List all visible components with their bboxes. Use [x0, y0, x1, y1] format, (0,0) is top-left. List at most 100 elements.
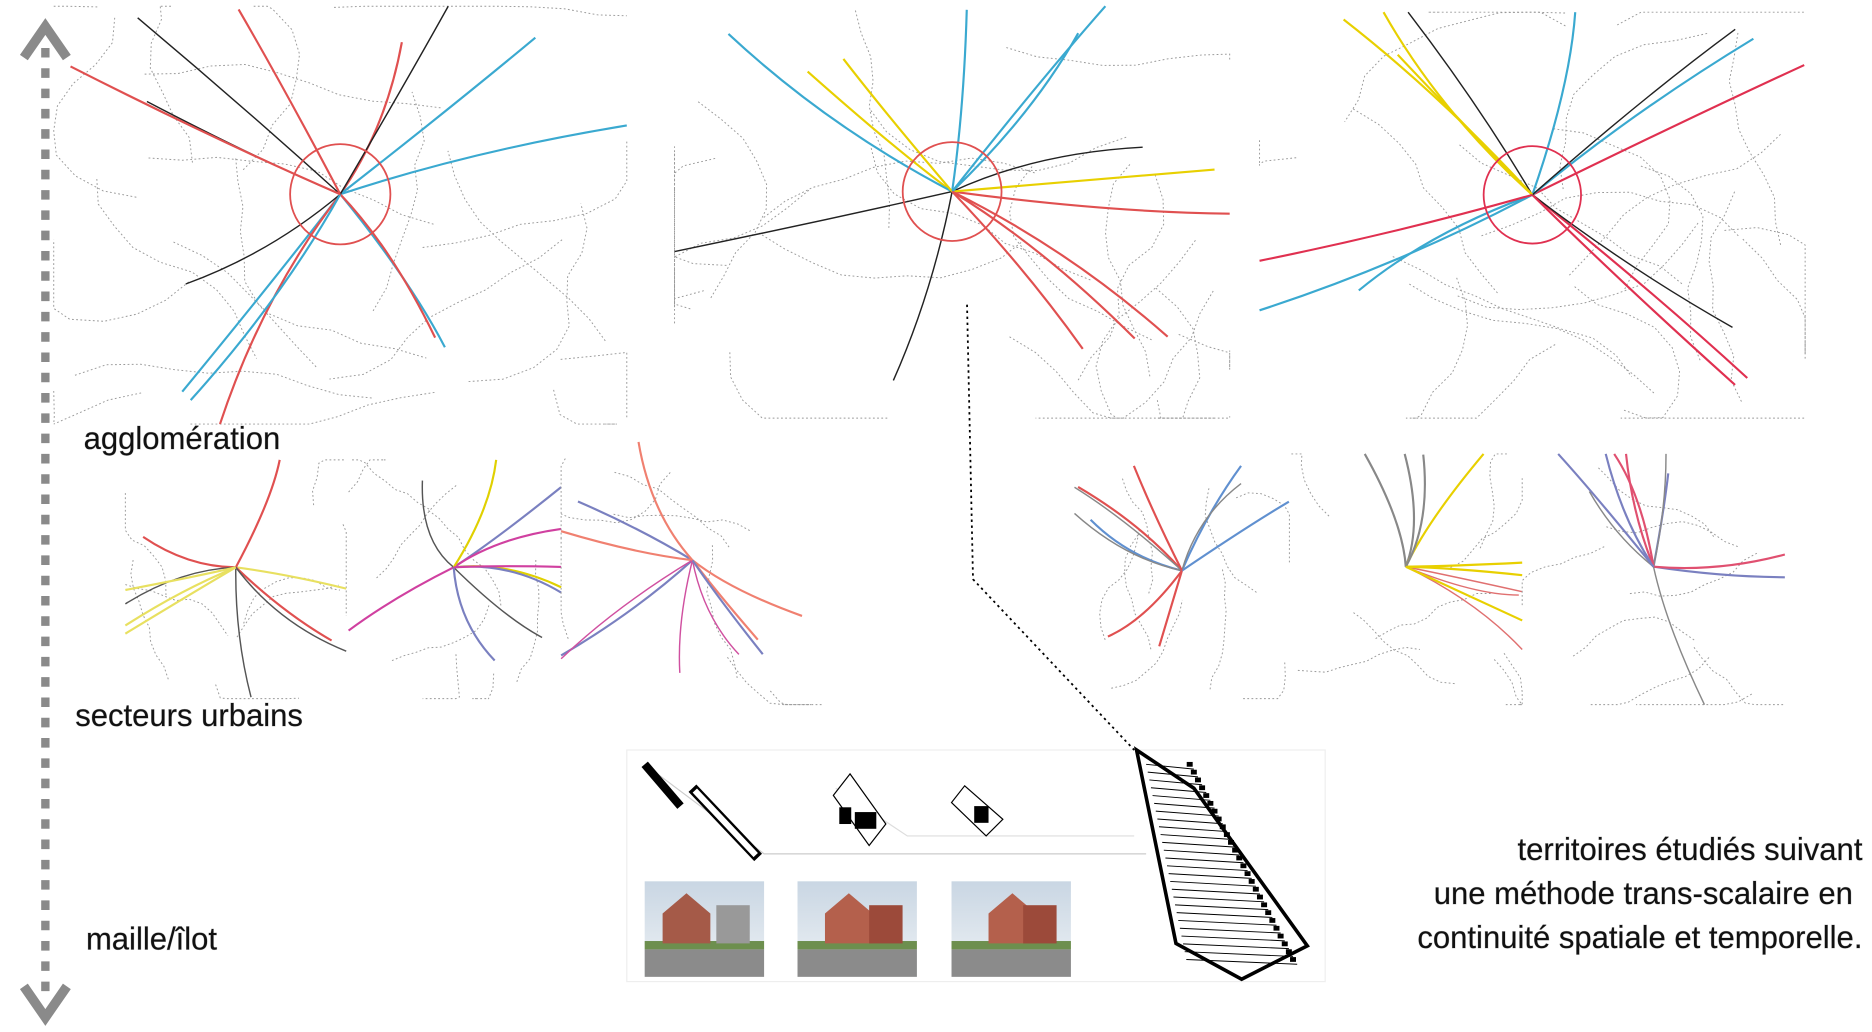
contour-line — [1235, 492, 1290, 564]
road — [235, 566, 347, 590]
road — [1405, 565, 1523, 577]
contour-line — [729, 352, 888, 419]
house — [869, 905, 903, 944]
contour-line — [124, 490, 167, 596]
building — [1252, 886, 1259, 892]
building — [1232, 847, 1239, 853]
building — [1281, 941, 1288, 947]
road — [727, 33, 953, 193]
parcel-line — [1146, 763, 1194, 770]
contour-line — [53, 390, 55, 425]
contour-line — [1742, 238, 1806, 354]
road — [1382, 11, 1534, 196]
sketch-map — [1289, 453, 1523, 706]
contour-line — [674, 146, 716, 193]
road — [951, 5, 1107, 193]
road — [339, 41, 403, 195]
road — [1077, 485, 1183, 572]
house — [824, 893, 873, 944]
contour-line — [1095, 240, 1196, 419]
road — [1074, 486, 1183, 572]
contour-line — [188, 391, 435, 425]
block-parcels — [1146, 761, 1298, 965]
level-label: maille/îlot — [86, 921, 217, 956]
contour-line — [1589, 657, 1710, 706]
contour-line — [1617, 11, 1806, 26]
building — [974, 806, 989, 823]
road — [137, 17, 341, 195]
contour-line — [1551, 127, 1671, 290]
building — [1285, 949, 1292, 955]
parcel-line — [1171, 888, 1261, 895]
contour-line — [614, 471, 731, 550]
contour-line — [1392, 256, 1633, 377]
road — [577, 500, 694, 562]
contour-line — [1351, 611, 1455, 685]
contour-line — [1156, 400, 1231, 419]
road — [1181, 500, 1290, 572]
contour-line — [1479, 453, 1510, 549]
verge — [951, 941, 1071, 950]
sketch-map — [124, 459, 347, 700]
road — [952, 168, 1215, 193]
contour-line — [1521, 546, 1605, 608]
road — [235, 566, 333, 642]
caption-line: continuité spatiale et temporelle. — [1417, 920, 1862, 955]
building — [1269, 918, 1276, 923]
road — [691, 559, 759, 641]
contour-line — [53, 392, 142, 425]
contour-line — [1006, 47, 1231, 66]
contour-line — [706, 545, 739, 681]
contour-line — [870, 148, 1092, 281]
contour-line — [1412, 344, 1556, 419]
parcel-line — [1173, 896, 1265, 903]
parcel-line — [1158, 826, 1227, 833]
contour-line — [143, 63, 441, 109]
parcel-line — [1186, 959, 1298, 965]
contour-line — [1111, 599, 1183, 689]
contour-line — [1493, 659, 1523, 706]
road — [1107, 569, 1183, 638]
road — [235, 567, 252, 698]
contour-line — [1559, 32, 1708, 191]
road — [1405, 565, 1523, 622]
sketch-map — [1259, 11, 1806, 419]
road — [181, 193, 342, 393]
road — [1531, 37, 1754, 196]
caption-line: territoires étudiés suivant — [1517, 832, 1862, 867]
contour-line — [560, 351, 628, 418]
building — [1215, 816, 1222, 822]
building — [1273, 925, 1280, 931]
block-outline — [1133, 746, 1310, 982]
contour-line — [674, 152, 727, 266]
road — [452, 567, 496, 662]
contour-line — [1574, 286, 1681, 419]
contour-line — [870, 109, 1127, 171]
road — [237, 8, 342, 195]
road — [1405, 566, 1523, 593]
road — [124, 566, 236, 605]
road — [951, 190, 1169, 338]
contour-line — [391, 605, 490, 662]
sketch-map — [53, 5, 628, 425]
road — [1405, 561, 1523, 568]
contour-line — [1009, 166, 1152, 341]
contour-line — [674, 187, 691, 310]
contour-line — [560, 472, 671, 524]
contour-line — [1503, 653, 1523, 706]
road — [678, 560, 694, 673]
contour-line — [1121, 477, 1154, 594]
contour-line — [1427, 11, 1566, 27]
road — [1404, 454, 1426, 568]
verge — [797, 941, 917, 950]
road — [124, 566, 237, 635]
contour-line — [149, 5, 193, 163]
road — [1405, 566, 1519, 596]
building — [1265, 910, 1272, 916]
road — [691, 560, 740, 655]
building — [839, 807, 852, 825]
road — [1358, 193, 1533, 292]
contour-line — [342, 524, 347, 616]
building — [1219, 824, 1226, 830]
building — [641, 761, 684, 809]
